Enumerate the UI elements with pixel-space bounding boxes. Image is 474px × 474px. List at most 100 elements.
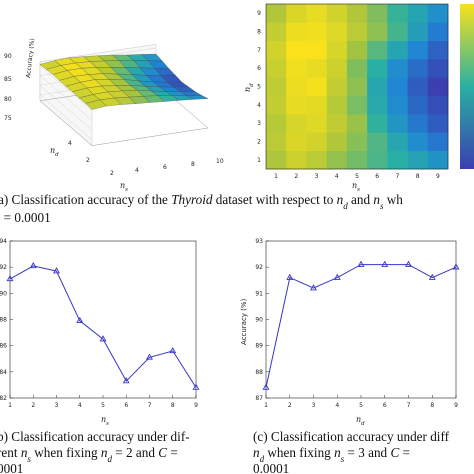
x-tick-label: 8 (171, 402, 175, 409)
data-point-marker (6, 274, 14, 282)
heatmap-cell (326, 40, 348, 60)
surface-y-axis-label: nd (50, 146, 59, 158)
x-tick-label: 1 (264, 402, 268, 409)
x-tick-label: 4 (335, 402, 339, 409)
x-tick-label: 2 (288, 402, 292, 409)
heatmap-cell (266, 95, 287, 115)
heatmap-cell (367, 150, 388, 170)
z-tick: 75 (4, 115, 12, 122)
heatmap-cell (306, 4, 327, 23)
heatmap-cell (346, 22, 368, 41)
heatmap-cell (286, 59, 307, 78)
caption-b-line2: rent ns when fixing nd = 2 and C = (0, 445, 178, 464)
heatmap-cell (346, 95, 368, 115)
z-tick: 85 (4, 76, 12, 83)
x-tick-label: 7 (148, 402, 152, 409)
heatmap-cell (367, 22, 388, 41)
heatmap-cell (427, 4, 449, 23)
data-point-marker (76, 316, 84, 324)
heatmap-cell (326, 4, 348, 23)
surface-mesh (39, 53, 209, 110)
heatmap-cell (387, 59, 408, 78)
heatmap-cell (326, 59, 348, 78)
heatmap-cell (387, 114, 408, 133)
y-tick-label: 94 (0, 238, 7, 245)
data-point-marker (122, 377, 130, 384)
x-tick-label: 3 (312, 402, 316, 409)
heatmap-cell (326, 132, 348, 151)
data-point-marker (310, 284, 317, 291)
heatmap-cell (326, 77, 348, 96)
y-tick-label: 84 (0, 369, 7, 376)
data-point-marker (29, 261, 37, 269)
heatmap-cell (367, 40, 388, 60)
caption-b: b) Classification accuracy under dif- re… (0, 429, 190, 474)
data-point-marker (262, 383, 270, 390)
x-tick: 2 (110, 170, 114, 177)
heatmap-cell (326, 150, 348, 170)
heatmap-x-tick: 2 (294, 173, 298, 180)
x-tick-label: 9 (454, 402, 458, 409)
z-axis-label: Accuracy (%) (25, 38, 36, 78)
heatmap-cell (346, 114, 368, 133)
data-point-marker (146, 353, 153, 360)
y-tick-label: 89 (255, 343, 263, 350)
heatmap-cell (427, 40, 449, 60)
x-tick: 8 (191, 161, 195, 168)
heatmap-y-tick: 8 (257, 29, 261, 36)
heatmap-cell (346, 77, 368, 96)
heatmap-cell (306, 40, 327, 60)
heatmap-cell (427, 77, 449, 96)
data-point-marker (192, 383, 200, 390)
data-point-marker (405, 260, 412, 267)
heatmap-x-tick: 6 (375, 173, 379, 180)
heatmap-cell (407, 77, 429, 96)
x-tick-label: 1 (8, 402, 12, 409)
heatmap-cell (306, 150, 327, 170)
heatmap-cell (286, 22, 307, 41)
data-point-marker (333, 273, 341, 280)
series-line (265, 264, 457, 388)
heatmap-cell (286, 114, 307, 133)
x-tick-label: 2 (31, 402, 35, 409)
heatmap-cell (367, 132, 388, 151)
heatmap-cell (286, 95, 307, 115)
plot-c-y-axis-label: Accuracy (%) (240, 298, 248, 345)
heatmap-cell (266, 59, 287, 78)
plot-b-x-axis-label: ns (101, 415, 109, 427)
heatmap-cell (407, 59, 429, 78)
y-tick-label: 92 (0, 264, 7, 271)
heatmap-x-tick: 8 (416, 173, 420, 180)
heatmap-cell (407, 40, 429, 60)
heatmap-cell (346, 59, 368, 78)
x-tick-label: 8 (430, 402, 434, 409)
heatmap-cell (286, 150, 307, 170)
heatmap-x-tick: 1 (274, 173, 278, 180)
heatmap-cell (326, 114, 348, 133)
heatmap-cell (306, 114, 327, 133)
z-tick: 80 (4, 96, 12, 103)
heatmap-x-tick: 5 (355, 173, 359, 180)
x-tick-label: 6 (124, 402, 128, 409)
y-tick-label: 86 (0, 343, 7, 350)
heatmap-y-axis-label: nd (243, 83, 255, 92)
caption-c-line3: 0.0001 (253, 461, 289, 474)
heatmap-cell (286, 4, 307, 23)
heatmap-cell (387, 22, 408, 41)
heatmap-x-tick: 4 (335, 173, 339, 180)
heatmap-cell (367, 77, 388, 96)
heatmap-cell (367, 95, 388, 115)
heatmap-y-tick: 2 (257, 139, 261, 146)
series-line (9, 265, 197, 388)
heatmap-cell (407, 4, 429, 23)
heatmap-x-tick: 7 (395, 173, 399, 180)
caption-a: a) Classification accuracy of the Thyroi… (0, 192, 403, 225)
line-plot-b: 82 84 86 88 90 92 94 1 2 3 4 5 6 7 8 9 ns (0, 238, 200, 427)
heatmap-cell (407, 150, 429, 170)
y-tick: 4 (68, 140, 72, 147)
heatmap-cell (407, 114, 429, 133)
colorbar (460, 4, 474, 169)
x-tick-label: 9 (194, 402, 198, 409)
heatmap-cell (407, 132, 429, 151)
